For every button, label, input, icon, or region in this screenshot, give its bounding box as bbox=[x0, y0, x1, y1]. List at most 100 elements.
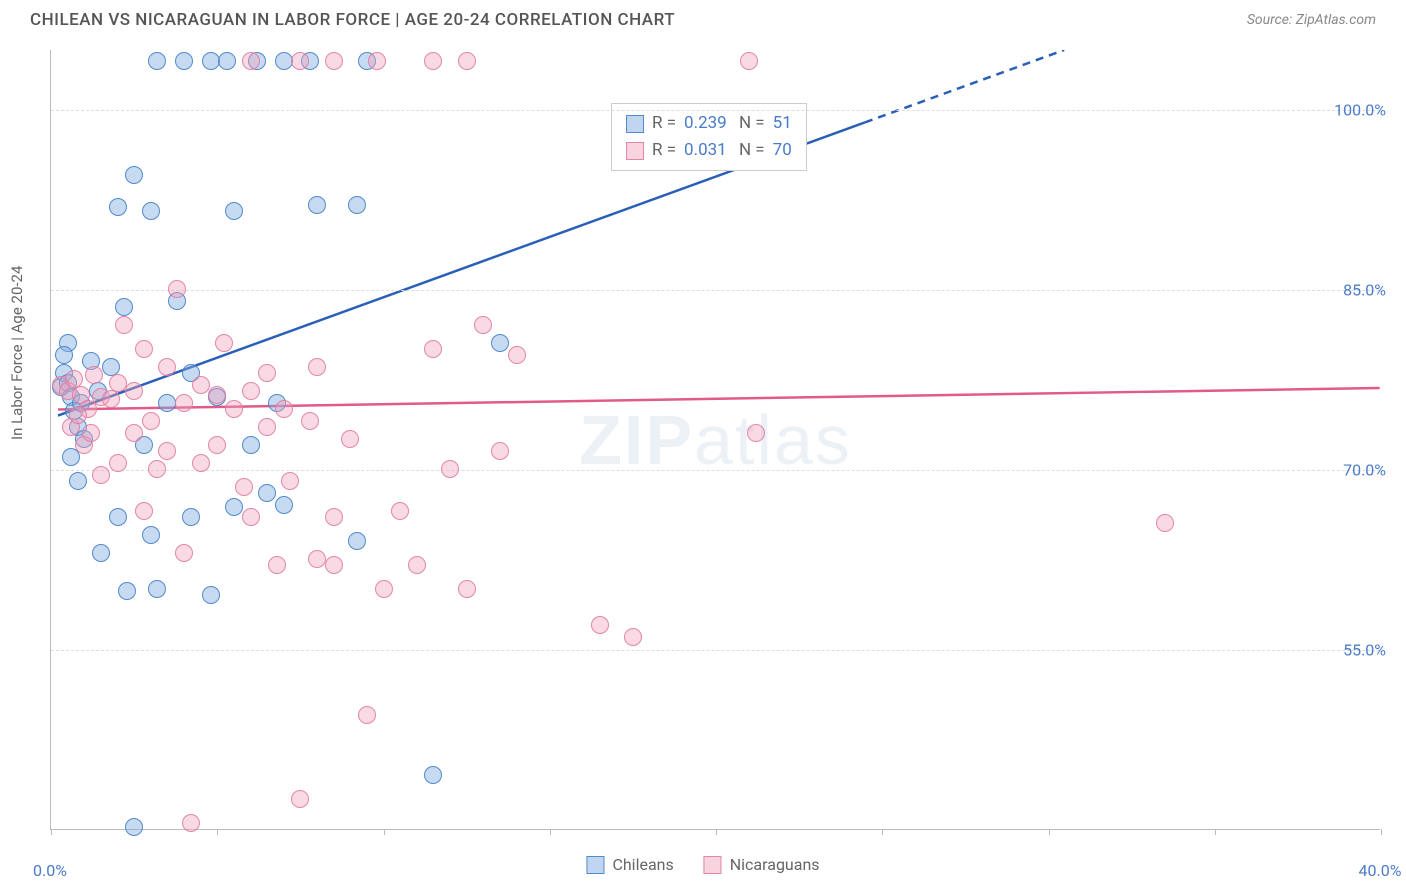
r-value-nicaraguans: 0.031 bbox=[684, 137, 727, 164]
data-point bbox=[82, 424, 100, 442]
data-point bbox=[348, 532, 366, 550]
data-point bbox=[109, 374, 127, 392]
data-point bbox=[341, 430, 359, 448]
data-point bbox=[375, 580, 393, 598]
data-point bbox=[92, 544, 110, 562]
data-point bbox=[291, 52, 309, 70]
n-value-chileans: 51 bbox=[773, 110, 792, 137]
data-point bbox=[158, 358, 176, 376]
data-point bbox=[325, 556, 343, 574]
data-point bbox=[115, 316, 133, 334]
x-tick bbox=[550, 829, 551, 835]
data-point bbox=[242, 382, 260, 400]
x-tick bbox=[217, 829, 218, 835]
chart-header: CHILEAN VS NICARAGUAN IN LABOR FORCE | A… bbox=[0, 0, 1406, 35]
scatter-chart: ZIPatlas R = 0.239 N = 51 R = 0.031 N = … bbox=[50, 50, 1380, 830]
x-tick bbox=[1215, 829, 1216, 835]
data-point bbox=[208, 436, 226, 454]
data-point bbox=[158, 394, 176, 412]
data-point bbox=[215, 334, 233, 352]
data-point bbox=[182, 814, 200, 832]
y-tick-label: 100.0% bbox=[1334, 101, 1386, 120]
data-point bbox=[408, 556, 426, 574]
data-point bbox=[85, 366, 103, 384]
data-point bbox=[491, 334, 509, 352]
series-legend: Chileans Nicaraguans bbox=[586, 855, 819, 874]
r-value-chileans: 0.239 bbox=[684, 110, 727, 137]
data-point bbox=[125, 818, 143, 836]
data-point bbox=[148, 580, 166, 598]
data-point bbox=[118, 582, 136, 600]
data-point bbox=[391, 502, 409, 520]
data-point bbox=[242, 436, 260, 454]
legend-item-nicaraguans: Nicaraguans bbox=[704, 855, 820, 874]
data-point bbox=[125, 166, 143, 184]
y-tick-label: 55.0% bbox=[1343, 641, 1386, 660]
data-point bbox=[275, 496, 293, 514]
data-point bbox=[358, 706, 376, 724]
data-point bbox=[1156, 514, 1174, 532]
data-point bbox=[225, 400, 243, 418]
data-point bbox=[281, 472, 299, 490]
data-point bbox=[142, 202, 160, 220]
data-point bbox=[69, 406, 87, 424]
data-point bbox=[275, 400, 293, 418]
data-point bbox=[308, 358, 326, 376]
data-point bbox=[508, 346, 526, 364]
data-point bbox=[175, 394, 193, 412]
source-attribution: Source: ZipAtlas.com bbox=[1247, 12, 1376, 28]
data-point bbox=[424, 52, 442, 70]
data-point bbox=[235, 478, 253, 496]
data-point bbox=[109, 508, 127, 526]
legend-label: Nicaraguans bbox=[730, 855, 820, 874]
swatch-pink-icon bbox=[704, 856, 722, 874]
gridline bbox=[51, 470, 1380, 471]
data-point bbox=[202, 52, 220, 70]
trend-line-dashed bbox=[865, 50, 1064, 122]
data-point bbox=[458, 52, 476, 70]
swatch-blue-icon bbox=[626, 115, 644, 133]
y-axis-label: In Labor Force | Age 20-24 bbox=[8, 266, 26, 440]
data-point bbox=[591, 616, 609, 634]
data-point bbox=[109, 454, 127, 472]
data-point bbox=[182, 508, 200, 526]
gridline bbox=[51, 290, 1380, 291]
data-point bbox=[202, 586, 220, 604]
data-point bbox=[125, 382, 143, 400]
data-point bbox=[135, 502, 153, 520]
data-point bbox=[291, 790, 309, 808]
data-point bbox=[148, 52, 166, 70]
swatch-blue-icon bbox=[586, 856, 604, 874]
data-point bbox=[275, 52, 293, 70]
data-point bbox=[491, 442, 509, 460]
data-point bbox=[368, 52, 386, 70]
data-point bbox=[242, 508, 260, 526]
chart-title: CHILEAN VS NICARAGUAN IN LABOR FORCE | A… bbox=[30, 10, 675, 30]
data-point bbox=[308, 550, 326, 568]
data-point bbox=[268, 556, 286, 574]
legend-item-chileans: Chileans bbox=[586, 855, 673, 874]
x-tick bbox=[51, 829, 52, 835]
data-point bbox=[115, 298, 133, 316]
stats-row-chileans: R = 0.239 N = 51 bbox=[626, 110, 792, 137]
data-point bbox=[308, 196, 326, 214]
x-tick bbox=[1381, 829, 1382, 835]
y-tick-label: 85.0% bbox=[1343, 281, 1386, 300]
data-point bbox=[242, 52, 260, 70]
x-tick-label: 40.0% bbox=[1359, 861, 1402, 880]
data-point bbox=[192, 376, 210, 394]
x-tick-label: 0.0% bbox=[33, 861, 67, 880]
data-point bbox=[301, 412, 319, 430]
data-point bbox=[175, 544, 193, 562]
data-point bbox=[747, 424, 765, 442]
data-point bbox=[125, 424, 143, 442]
n-value-nicaraguans: 70 bbox=[773, 137, 792, 164]
data-point bbox=[218, 52, 236, 70]
data-point bbox=[142, 526, 160, 544]
data-point bbox=[168, 280, 186, 298]
correlation-stats-legend: R = 0.239 N = 51 R = 0.031 N = 70 bbox=[611, 103, 807, 171]
data-point bbox=[225, 202, 243, 220]
data-point bbox=[458, 580, 476, 598]
data-point bbox=[424, 340, 442, 358]
data-point bbox=[258, 364, 276, 382]
